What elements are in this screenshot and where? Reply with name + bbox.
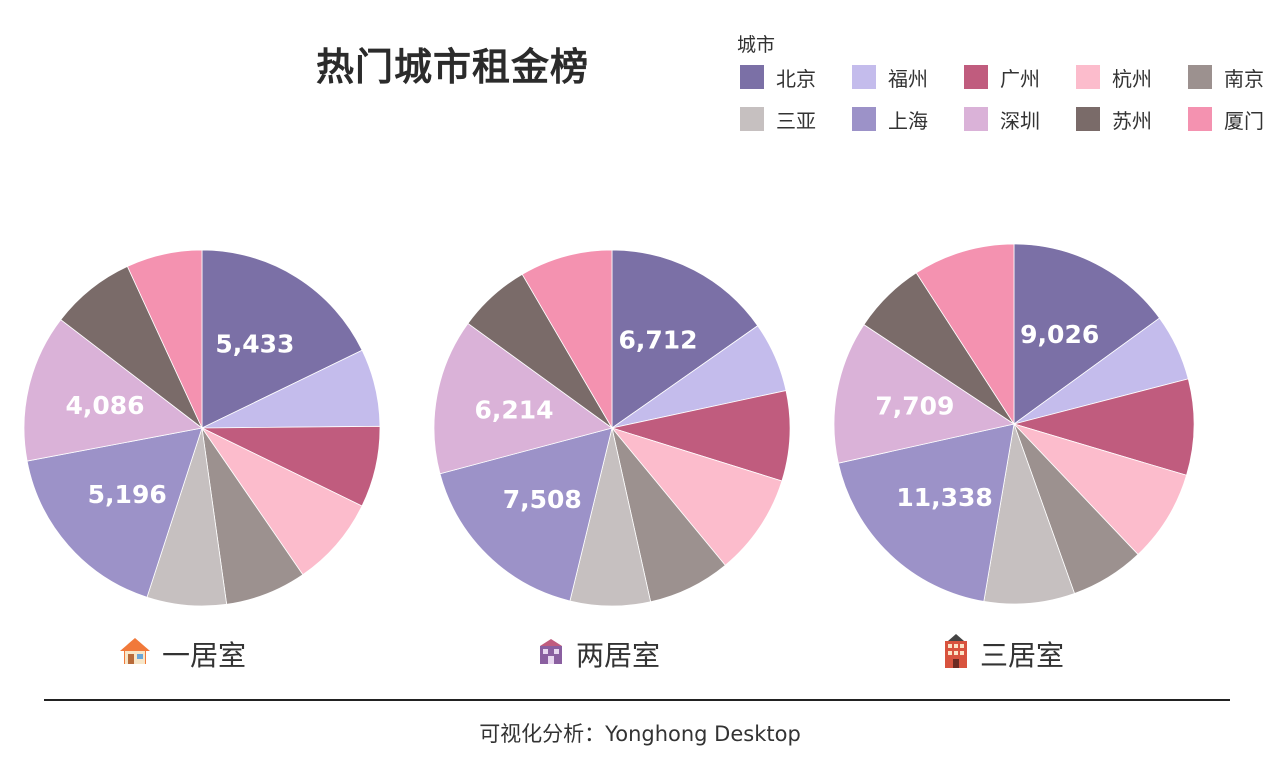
pie-data-label: 4,086 <box>65 391 144 420</box>
footer-credit: 可视化分析：Yonghong Desktop <box>479 722 801 746</box>
divider <box>44 699 1230 701</box>
legend-label: 上海 <box>888 108 928 133</box>
legend-item: 北京 <box>740 62 816 92</box>
legend-label: 南京 <box>1224 66 1264 91</box>
legend-item: 苏州 <box>1076 104 1152 134</box>
legend-title: 城市 <box>737 34 776 56</box>
pie-label-two-bedroom: 两居室 <box>536 632 660 676</box>
pie-slice[interactable] <box>521 249 613 430</box>
pie-data-label: 7,709 <box>875 392 954 421</box>
legend-label: 厦门 <box>1224 108 1264 133</box>
pie-slice[interactable] <box>833 324 1016 464</box>
legend-label: 北京 <box>776 66 816 91</box>
legend-swatch <box>740 107 764 131</box>
pie-data-label: 6,214 <box>474 396 553 425</box>
legend-item: 上海 <box>852 104 928 134</box>
pie-label-text: 三居室 <box>980 639 1065 672</box>
legend-swatch <box>964 65 988 89</box>
legend-item: 厦门 <box>1188 104 1264 134</box>
legend-item: 南京 <box>1188 62 1264 92</box>
pie-label-text: 两居室 <box>576 639 661 672</box>
legend-label: 杭州 <box>1112 66 1152 91</box>
pie-slice[interactable] <box>26 427 203 598</box>
pie-slice[interactable] <box>915 243 1015 426</box>
pie-slice[interactable] <box>1012 378 1195 476</box>
pie-label-one-bedroom: 一居室 <box>118 632 246 676</box>
legend-swatch <box>964 107 988 131</box>
legend-swatch <box>852 107 876 131</box>
legend: 北京 福州 广州 杭州 南京三亚 上海 深圳 苏州 厦门 <box>740 62 1280 142</box>
pie-chart: 9,026 11,338 7,709 <box>833 243 1195 605</box>
legend-swatch <box>1188 107 1212 131</box>
pie-slice[interactable] <box>837 423 1015 602</box>
pie-chart: 6,712 7,508 6,214 <box>433 249 791 607</box>
pie-label-text: 一居室 <box>162 639 247 672</box>
legend-label: 广州 <box>1000 66 1040 91</box>
legend-swatch <box>1076 65 1100 89</box>
legend-item: 广州 <box>964 62 1040 92</box>
pie-slice[interactable] <box>126 249 203 429</box>
building-icon <box>942 633 970 676</box>
pie-slice[interactable] <box>611 249 759 429</box>
house-icon <box>118 636 152 673</box>
pie-slice[interactable] <box>1013 243 1161 425</box>
pie-slice[interactable] <box>433 322 613 475</box>
pie-data-label: 11,338 <box>896 483 992 512</box>
apartment-icon <box>536 636 566 673</box>
pie-chart: 5,433 5,196 4,086 <box>23 249 381 607</box>
pie-data-label: 7,508 <box>503 485 582 514</box>
pie-data-label: 5,196 <box>88 480 167 509</box>
legend-item: 深圳 <box>964 104 1040 134</box>
legend-label: 三亚 <box>776 108 816 133</box>
legend-swatch <box>1076 107 1100 131</box>
legend-swatch <box>740 65 764 89</box>
pie-data-label: 5,433 <box>215 330 294 359</box>
pie-slice[interactable] <box>201 249 363 429</box>
pie-data-label: 9,026 <box>1020 320 1099 349</box>
pie-slice[interactable] <box>200 426 363 576</box>
legend-item: 福州 <box>852 62 928 92</box>
legend-swatch <box>852 65 876 89</box>
pie-slice[interactable] <box>23 319 203 462</box>
legend-item: 杭州 <box>1076 62 1152 92</box>
pie-slice[interactable] <box>610 390 791 482</box>
pie-slice[interactable] <box>1012 423 1188 556</box>
pie-data-label: 6,712 <box>618 326 697 355</box>
pie-slice[interactable] <box>610 427 783 566</box>
legend-item: 三亚 <box>740 104 816 134</box>
pie-label-three-bedroom: 三居室 <box>942 632 1064 676</box>
legend-label: 福州 <box>888 66 928 91</box>
pie-charts: 5,433 5,196 4,086 6,712 7,508 6,214 9,026 11,33… <box>23 243 1195 607</box>
legend-label: 苏州 <box>1112 108 1152 133</box>
pie-slice[interactable] <box>439 427 613 602</box>
legend-swatch <box>1188 65 1212 89</box>
chart-title: 热门城市租金榜 <box>316 45 590 89</box>
legend-label: 深圳 <box>1000 108 1040 133</box>
